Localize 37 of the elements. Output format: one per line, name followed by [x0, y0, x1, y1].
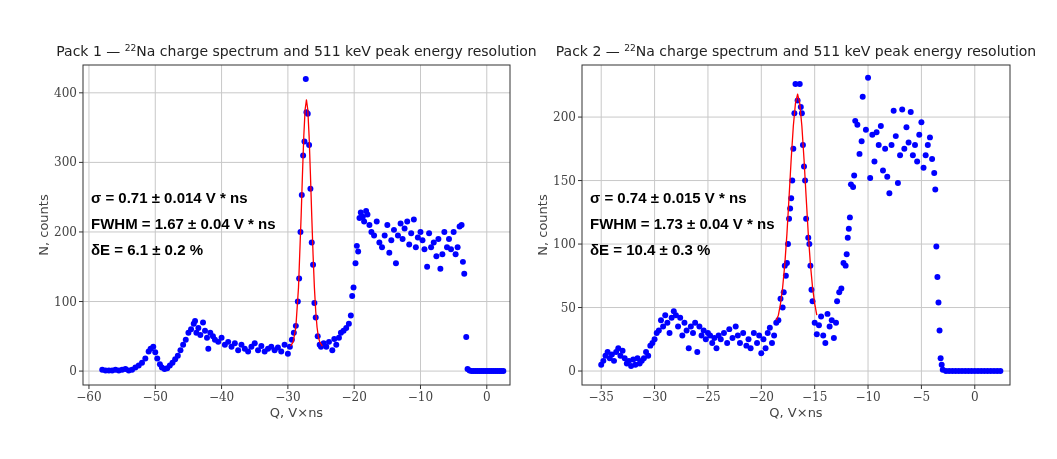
x-axis-title: Q, V×ns [769, 405, 823, 420]
x-tick-label: −20 [341, 390, 367, 404]
x-tick-label: −15 [802, 390, 828, 404]
x-tick-label: −50 [142, 390, 168, 404]
y-tick-label: 200 [54, 224, 77, 239]
annotation: σ = 0.74 ± 0.015 V * ns [590, 188, 747, 206]
annotation: σ = 0.71 ± 0.014 V * ns [91, 188, 248, 206]
x-tick-label: −20 [748, 390, 774, 404]
x-tick-label: −60 [76, 390, 102, 404]
y-tick-label: 300 [54, 155, 77, 170]
annotation: FWHM = 1.67 ± 0.04 V * ns [91, 214, 276, 232]
x-tick-label: −10 [407, 390, 434, 404]
annotation: δE = 10.4 ± 0.3 % [590, 240, 711, 258]
y-tick-label: 400 [54, 85, 77, 100]
x-tick-label: −25 [695, 390, 721, 404]
x-tick-label: −10 [855, 390, 881, 404]
y-axis-title: N, counts [535, 194, 550, 256]
y-tick-label: 200 [553, 110, 576, 125]
y-tick-label: 150 [553, 173, 576, 188]
y-axis-title: N, counts [36, 194, 51, 256]
x-tick-label: −30 [641, 390, 668, 404]
annotation: δE = 6.1 ± 0.2 % [91, 240, 203, 258]
x-tick-label: 0 [970, 390, 979, 404]
y-tick-label: 0 [568, 364, 576, 379]
y-tick-label: 100 [553, 237, 576, 252]
chart-title: Pack 2 — $^{22}$Na charge spectrum and 511 keV peak energy resolution [555, 43, 1037, 59]
y-tick-label: 0 [69, 364, 77, 379]
y-tick-label: 50 [560, 300, 576, 315]
x-tick-label: 0 [482, 390, 491, 404]
annotation: FWHM = 1.73 ± 0.04 V * ns [590, 214, 775, 232]
y-tick-label: 100 [54, 294, 77, 309]
x-axis-title: Q, V×ns [269, 405, 324, 420]
chart-title: Pack 1 — $^{22}$Na charge spectrum and 511 keV peak energy resolution [56, 43, 537, 59]
x-tick-label: −30 [275, 390, 301, 404]
x-tick-label: −35 [588, 390, 614, 404]
x-tick-label: −40 [208, 390, 235, 404]
x-tick-label: −5 [912, 390, 931, 404]
